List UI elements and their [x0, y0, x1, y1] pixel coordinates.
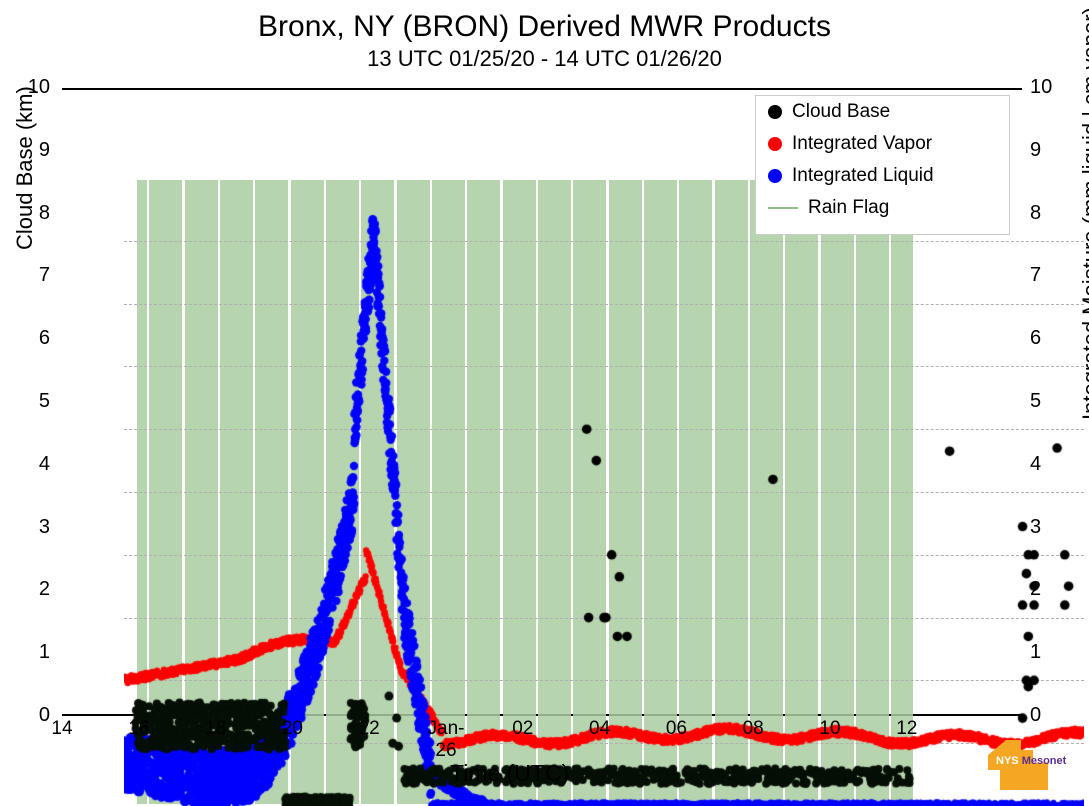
y-tick-label-right-1: 1 [1030, 641, 1070, 664]
y-tick-label-left-1: 1 [10, 641, 50, 664]
x-tick-label-Jan-26: Jan-26 [421, 718, 471, 762]
y-tick-label-right-6: 6 [1030, 327, 1070, 350]
y-tick-label-right-10: 10 [1030, 76, 1070, 99]
y-tick-label-right-7: 7 [1030, 264, 1070, 287]
legend-item-liquid[interactable]: Integrated Liquid [756, 160, 1009, 192]
y-tick-label-right-3: 3 [1030, 516, 1070, 539]
y-tick-label-right-4: 4 [1030, 453, 1070, 476]
y-tick-label-left-4: 4 [10, 453, 50, 476]
chart-container: Bronx, NY (BRON) Derived MWR Products 13… [0, 0, 1089, 804]
x-tick-label-16: 16 [114, 718, 164, 740]
chart-title: Bronx, NY (BRON) Derived MWR Products [0, 0, 1089, 44]
x-tick-label-06: 06 [651, 718, 701, 740]
liquid-legend-icon [768, 169, 782, 183]
y-tick-label-right-2: 2 [1030, 578, 1070, 601]
rain-flag-legend-icon [768, 207, 798, 209]
x-tick-label-18: 18 [191, 718, 241, 740]
x-tick-label-04: 04 [575, 718, 625, 740]
y-tick-label-right-0: 0 [1030, 704, 1070, 727]
y-axis-title-left: Cloud Base (km) [12, 86, 38, 250]
legend-item-cloud-base[interactable]: Cloud Base [756, 96, 1009, 128]
y-tick-label-left-2: 2 [10, 578, 50, 601]
x-axis-title: Time (UTC) [450, 760, 569, 787]
y-tick-label-right-8: 8 [1030, 202, 1070, 225]
y-tick-label-right-5: 5 [1030, 390, 1070, 413]
legend-item-vapor[interactable]: Integrated Vapor [756, 128, 1009, 160]
x-tick-label-10: 10 [805, 718, 855, 740]
x-tick-label-02: 02 [498, 718, 548, 740]
x-tick-label-14: 14 [37, 718, 87, 740]
legend-label-vapor: Integrated Vapor [792, 133, 932, 155]
logo-nys-text: NYS [996, 755, 1019, 767]
x-tick-label-12: 12 [882, 718, 932, 740]
legend-label-cloud-base: Cloud Base [792, 101, 890, 123]
vapor-legend-icon [768, 137, 782, 151]
y-axis-title-right: Integrated Moisture (mm liquid | cm vapo… [1078, 7, 1089, 420]
legend-label-rain-flag: Rain Flag [808, 197, 889, 219]
legend-label-liquid: Integrated Liquid [792, 165, 934, 187]
y-tick-label-left-3: 3 [10, 516, 50, 539]
y-tick-label-right-9: 9 [1030, 139, 1070, 162]
x-tick-label-22: 22 [344, 718, 394, 740]
x-tick-label-08: 08 [728, 718, 778, 740]
chart-subtitle: 13 UTC 01/25/20 - 14 UTC 01/26/20 [0, 44, 1089, 72]
cloud-base-legend-icon [768, 105, 782, 119]
nys-mesonet-logo: NYS Mesonet [988, 740, 1083, 795]
x-tick-label-20: 20 [267, 718, 317, 740]
legend-box[interactable]: Cloud Base Integrated Vapor Integrated L… [755, 95, 1010, 235]
scatter-canvas [124, 178, 1084, 806]
legend-item-rain-flag[interactable]: Rain Flag [756, 192, 1009, 224]
y-tick-label-left-7: 7 [10, 264, 50, 287]
y-tick-label-left-6: 6 [10, 327, 50, 350]
y-tick-label-left-5: 5 [10, 390, 50, 413]
logo-mesonet-text: Mesonet [1022, 755, 1067, 767]
logo-text: NYS Mesonet [996, 755, 1066, 767]
